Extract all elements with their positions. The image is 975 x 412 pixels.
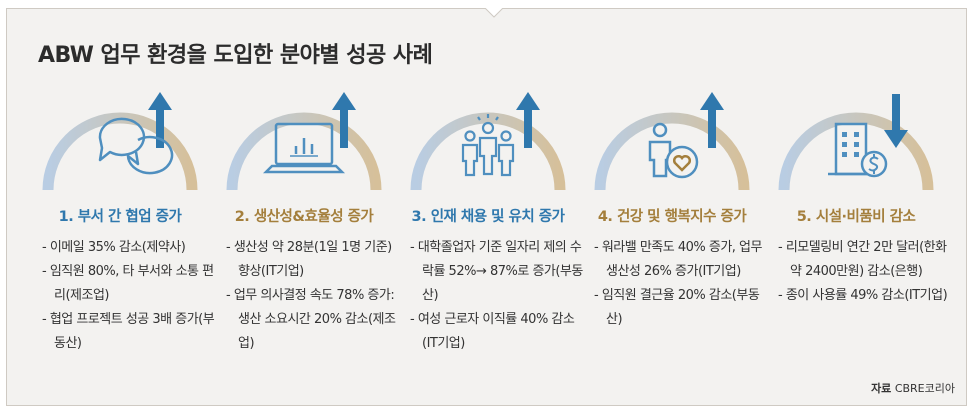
card-1-bullets: - 이메일 35% 감소(제약사) - 임직원 80%, 타 부서와 소통 편리… <box>42 236 217 356</box>
list-item: - 생산성 약 28분(1일 1명 기준) 향상(IT기업) <box>226 240 392 279</box>
speech-bubbles-icon <box>98 117 174 175</box>
list-item: - 임직원 결근율 20% 감소(부동산) <box>594 288 760 327</box>
card-2-title: 2. 생산성&효율성 증가 <box>234 209 374 225</box>
list-item: - 리모델링비 연간 2만 달러(한화 약 2400만원) 감소(은행) <box>778 240 947 279</box>
infographic-frame <box>6 8 967 406</box>
arc <box>778 112 934 191</box>
card-4-title: 4. 건강 및 행복지수 증가 <box>597 209 747 225</box>
source-note: 자료 CBRE코리아 <box>871 380 955 396</box>
list-item: - 종이 사용률 49% 감소(IT기업) <box>778 288 948 303</box>
card-2: 2. 생산성&효율성 증가 - 생산성 약 28분(1일 1명 기준) 향상(I… <box>214 0 396 412</box>
arrow-up-icon <box>148 92 172 148</box>
card-5-bullets: - 리모델링비 연간 2만 달러(한화 약 2400만원) 감소(은행) - 종… <box>778 236 953 308</box>
card-3: 3. 인재 채용 및 유치 증가 - 대학졸업자 기준 일자리 제의 수락률 5… <box>398 0 583 412</box>
card-5: 5. 시설·비품비 감소 - 리모델링비 연간 2만 달러(한화 약 2400만… <box>766 0 948 412</box>
building-dollar-icon <box>828 122 888 178</box>
list-item: - 임직원 80%, 타 부서와 소통 편리(제조업) <box>42 264 214 303</box>
card-2-bullets: - 생산성 약 28분(1일 1명 기준) 향상(IT기업) - 업무 의사결정… <box>226 236 401 356</box>
card-4: 4. 건강 및 행복지수 증가 - 워라밸 만족도 40% 증가, 업무생산성 … <box>582 0 762 412</box>
card-1-title: 1. 부서 간 협업 증가 <box>58 209 182 225</box>
source-label: 자료 <box>871 382 892 395</box>
card-3-bullets: - 대학졸업자 기준 일자리 제의 수락률 52%→ 87%로 증가(부동산) … <box>410 236 585 356</box>
page-title: ABW 업무 환경을 도입한 분야별 성공 사례 <box>38 43 433 68</box>
person-heart-icon <box>648 122 699 179</box>
card-5-graphic <box>766 80 946 200</box>
top-notch <box>485 8 503 18</box>
arc <box>410 112 566 191</box>
arrow-up-icon <box>332 92 356 148</box>
list-item: - 대학졸업자 기준 일자리 제의 수락률 52%→ 87%로 증가(부동산) <box>410 240 583 303</box>
card-1: 1. 부서 간 협업 증가 - 이메일 35% 감소(제약사) - 임직원 80… <box>30 0 215 412</box>
card-3-graphic <box>398 80 578 200</box>
card-3-title: 3. 인재 채용 및 유치 증가 <box>411 209 565 225</box>
list-item: - 이메일 35% 감소(제약사) <box>42 240 186 255</box>
list-item: - 업무 의사결정 속도 78% 증가: 생산 소요시간 20% 감소(제조업) <box>226 288 396 351</box>
list-item: - 여성 근로자 이직률 40% 감소(IT기업) <box>410 312 575 351</box>
arrow-down-icon <box>884 94 908 148</box>
source-value: CBRE코리아 <box>894 382 955 395</box>
card-2-graphic <box>214 80 394 200</box>
arrow-up-icon <box>516 92 540 148</box>
card-4-graphic <box>582 80 762 200</box>
arc <box>226 112 382 191</box>
card-5-title: 5. 시설·비품비 감소 <box>796 209 916 225</box>
people-group-icon <box>461 114 515 177</box>
card-1-graphic <box>30 80 210 200</box>
list-item: - 협업 프로젝트 성공 3배 증가(부동산) <box>42 312 215 351</box>
card-4-bullets: - 워라밸 만족도 40% 증가, 업무생산성 26% 증가(IT기업) - 임… <box>594 236 769 332</box>
list-item: - 워라밸 만족도 40% 증가, 업무생산성 26% 증가(IT기업) <box>594 240 762 279</box>
arrow-up-icon <box>700 92 724 148</box>
arc <box>594 112 750 191</box>
laptop-chart-icon <box>262 122 346 174</box>
